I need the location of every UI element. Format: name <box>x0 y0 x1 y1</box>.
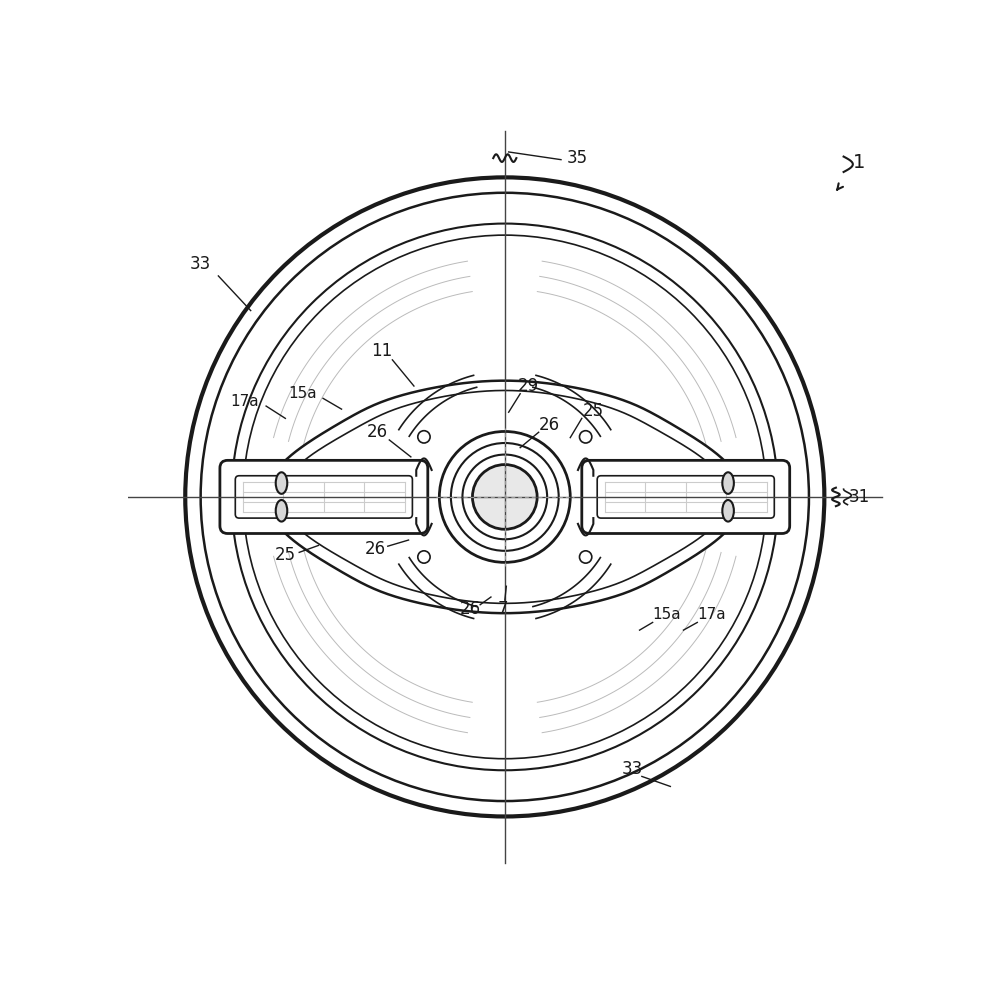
Circle shape <box>462 455 547 539</box>
Text: 25: 25 <box>583 401 604 420</box>
FancyBboxPatch shape <box>597 475 774 519</box>
Circle shape <box>451 443 559 551</box>
Text: 25: 25 <box>275 546 296 565</box>
Text: 26: 26 <box>365 540 386 558</box>
Text: 11: 11 <box>371 342 392 360</box>
Polygon shape <box>416 459 432 535</box>
Circle shape <box>439 431 570 563</box>
Text: 15a: 15a <box>289 387 317 401</box>
Polygon shape <box>266 381 744 613</box>
Circle shape <box>185 177 824 817</box>
Text: 17a: 17a <box>697 607 725 622</box>
Ellipse shape <box>722 500 734 522</box>
Text: 26: 26 <box>367 423 388 441</box>
FancyBboxPatch shape <box>582 461 790 533</box>
Circle shape <box>579 551 592 563</box>
Circle shape <box>579 431 592 443</box>
Text: 31: 31 <box>848 488 870 506</box>
Circle shape <box>243 235 767 759</box>
Ellipse shape <box>722 472 734 494</box>
Text: 29: 29 <box>517 377 538 395</box>
Text: 26: 26 <box>539 415 560 434</box>
Circle shape <box>472 464 537 529</box>
Text: 33: 33 <box>621 760 642 777</box>
Text: 15a: 15a <box>652 607 681 622</box>
Text: 26: 26 <box>460 600 481 618</box>
Text: 17a: 17a <box>230 394 259 409</box>
Circle shape <box>418 431 430 443</box>
Text: 7: 7 <box>498 600 509 618</box>
Ellipse shape <box>276 500 287 522</box>
FancyBboxPatch shape <box>235 475 412 519</box>
Text: 1: 1 <box>853 154 865 172</box>
Circle shape <box>418 551 430 563</box>
Circle shape <box>201 193 809 801</box>
Circle shape <box>231 223 778 770</box>
Text: 35: 35 <box>566 150 588 167</box>
Polygon shape <box>578 459 593 535</box>
Ellipse shape <box>276 472 287 494</box>
FancyBboxPatch shape <box>220 461 428 533</box>
Polygon shape <box>282 391 728 603</box>
Text: 33: 33 <box>190 256 211 274</box>
